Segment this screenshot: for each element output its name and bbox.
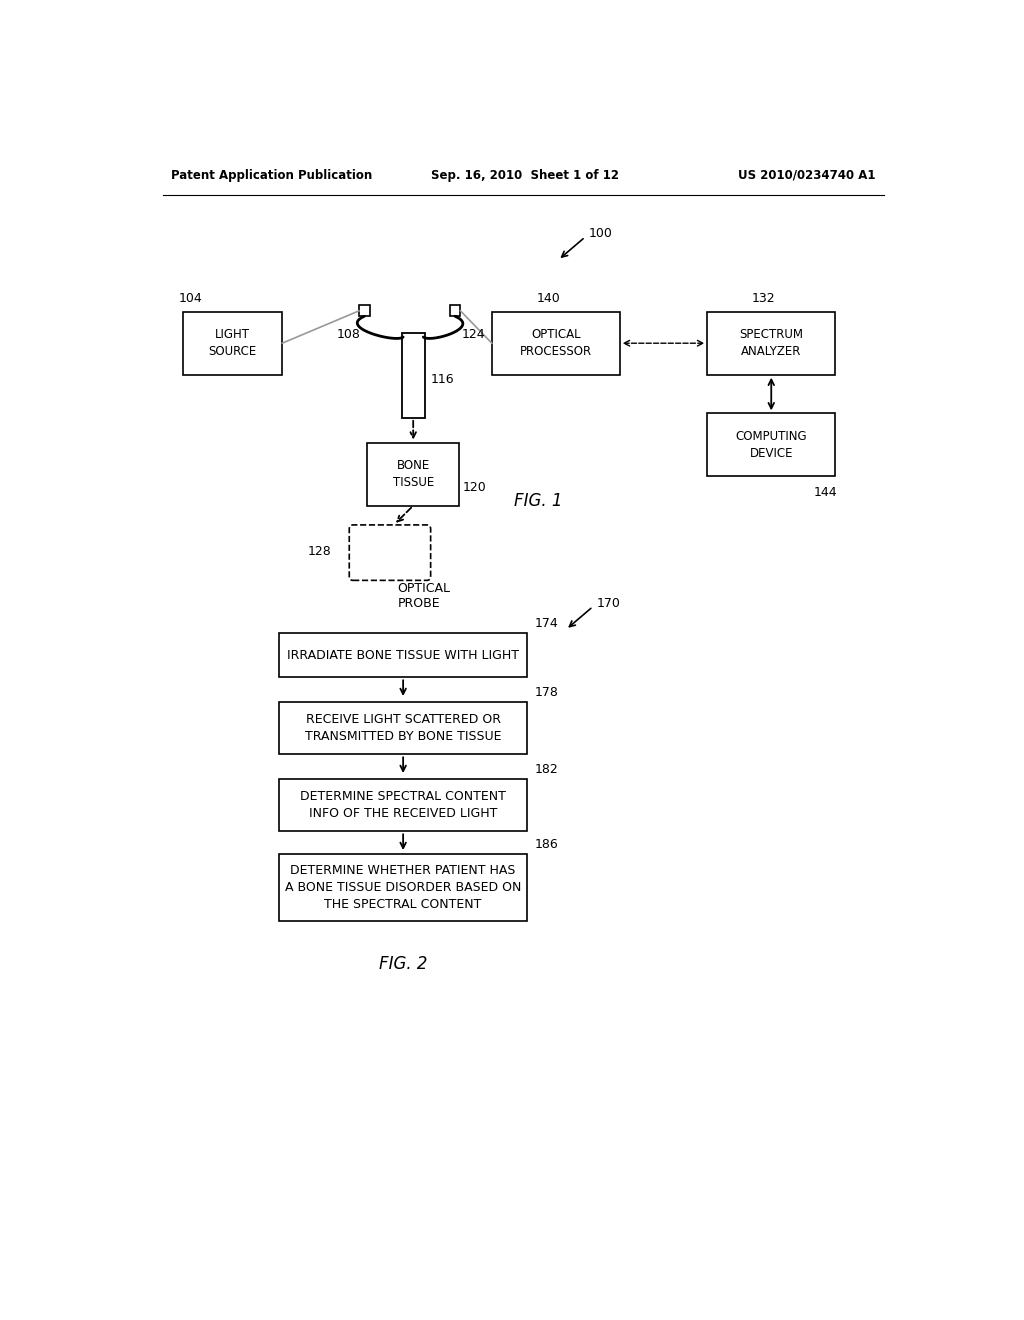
Text: 120: 120 (463, 482, 486, 495)
Text: COMPUTING
DEVICE: COMPUTING DEVICE (735, 430, 807, 459)
Text: 140: 140 (537, 293, 560, 305)
Text: US 2010/0234740 A1: US 2010/0234740 A1 (738, 169, 876, 182)
Text: 144: 144 (814, 486, 838, 499)
Bar (401, 333, 425, 418)
Text: 128: 128 (307, 545, 332, 557)
Text: 132: 132 (752, 293, 775, 305)
Text: 100: 100 (589, 227, 613, 240)
Text: 170: 170 (597, 597, 621, 610)
Text: 104: 104 (179, 293, 203, 305)
Text: Sep. 16, 2010  Sheet 1 of 12: Sep. 16, 2010 Sheet 1 of 12 (431, 169, 618, 182)
Text: FIG. 2: FIG. 2 (379, 954, 427, 973)
Text: SPECTRUM
ANALYZER: SPECTRUM ANALYZER (739, 329, 803, 358)
Text: OPTICAL
PROCESSOR: OPTICAL PROCESSOR (520, 329, 592, 358)
Text: Patent Application Publication: Patent Application Publication (171, 169, 372, 182)
Bar (280, 632, 527, 677)
Bar (359, 305, 370, 317)
Text: OPTICAL
PROBE: OPTICAL PROBE (397, 582, 451, 610)
Text: 124: 124 (461, 327, 485, 341)
Bar (280, 779, 527, 832)
Text: DETERMINE WHETHER PATIENT HAS
A BONE TISSUE DISORDER BASED ON
THE SPECTRAL CONTE: DETERMINE WHETHER PATIENT HAS A BONE TIS… (285, 865, 521, 911)
Bar (183, 312, 283, 375)
Bar (280, 702, 527, 755)
Text: DETERMINE SPECTRAL CONTENT
INFO OF THE RECEIVED LIGHT: DETERMINE SPECTRAL CONTENT INFO OF THE R… (300, 791, 506, 820)
Bar (708, 413, 836, 477)
Text: FIG. 1: FIG. 1 (514, 492, 563, 510)
FancyBboxPatch shape (349, 525, 431, 581)
Text: 186: 186 (535, 838, 559, 850)
Text: 174: 174 (535, 616, 559, 630)
Bar (708, 312, 836, 375)
Text: RECEIVE LIGHT SCATTERED OR
TRANSMITTED BY BONE TISSUE: RECEIVE LIGHT SCATTERED OR TRANSMITTED B… (305, 713, 502, 743)
Text: 108: 108 (337, 327, 360, 341)
Text: IRRADIATE BONE TISSUE WITH LIGHT: IRRADIATE BONE TISSUE WITH LIGHT (287, 648, 519, 661)
Text: 182: 182 (535, 763, 559, 776)
Text: BONE
TISSUE: BONE TISSUE (392, 459, 434, 490)
Bar (280, 854, 527, 921)
Bar (368, 442, 459, 506)
Text: 116: 116 (431, 372, 455, 385)
Bar (492, 312, 620, 375)
Bar (450, 305, 461, 317)
Text: 178: 178 (535, 686, 559, 700)
Text: LIGHT
SOURCE: LIGHT SOURCE (209, 329, 257, 358)
